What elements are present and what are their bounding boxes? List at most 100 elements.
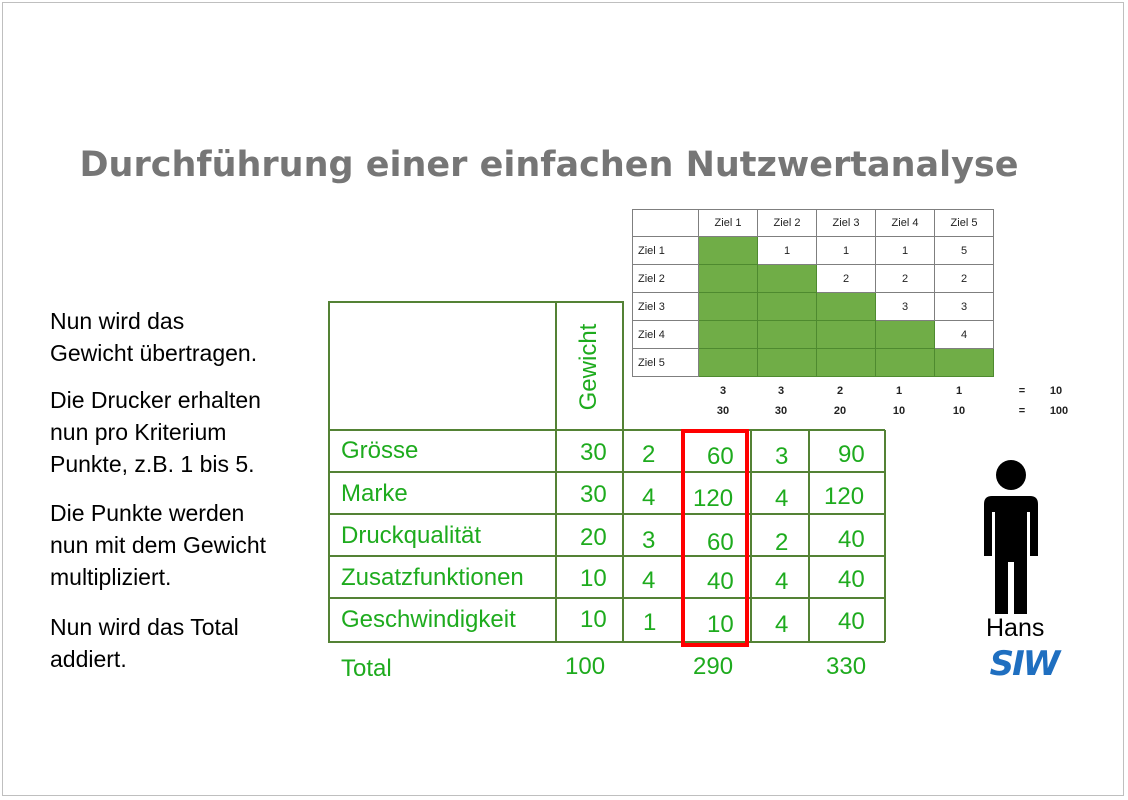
points-printer-2: 4 [775,568,789,595]
equals-sign: = [1018,405,1026,417]
weight-value: 20 [580,524,607,551]
row-header: Ziel 1 [632,236,699,265]
weight-value: 10 [580,565,607,592]
table-cell [816,292,876,321]
table-cell [757,348,817,377]
points-printer-2: 2 [775,529,789,556]
points-printer-1: 2 [642,441,656,468]
value-printer-2: 120 [824,483,865,510]
sum-value: 2 [836,385,844,397]
text-line: nun mit dem Gewicht [50,532,267,558]
row-header: Ziel 2 [632,264,699,293]
table-row: Ziel 5 [632,348,994,377]
weight-header: Gewicht [565,305,615,425]
svg-text:SIW: SIW [990,645,1062,679]
column-header: Ziel 2 [757,209,817,237]
table-cell: 3 [875,292,935,321]
equals-sign: = [1018,385,1026,397]
slide-title: Durchführung einer einfachen Nutzwertana… [79,145,1019,185]
total-printer-2: 330 [826,653,867,680]
table-cell [698,292,758,321]
weight-header-label: Gewicht [575,323,602,411]
text-line: Die Punkte werden [50,500,245,526]
points-printer-2: 4 [775,485,789,512]
points-printer-1: 4 [642,567,656,594]
sum-value: 1 [895,385,903,397]
text-line: Punkte, z.B. 1 bis 5. [50,451,255,477]
points-printer-2: 3 [775,443,789,470]
value-printer-2: 40 [838,526,865,553]
corner-cell [632,209,699,237]
weight-value: 30 [580,439,607,466]
table-cell [816,320,876,349]
table-header-row: Ziel 1 Ziel 2 Ziel 3 Ziel 4 Ziel 5 [632,209,994,237]
text-line: Gewicht übertragen. [50,340,258,366]
table-cell: 2 [816,264,876,293]
value-printer-1: 10 [707,611,734,638]
text-line: addiert. [50,646,127,672]
sum-value: 20 [833,405,847,417]
table-cell [816,348,876,377]
value-printer-1: 60 [707,529,734,556]
criterion-label: Zusatzfunktionen [341,564,524,591]
table-cell [875,348,935,377]
sum-value: 30 [774,405,788,417]
table-cell [698,348,758,377]
table-cell: 5 [934,236,994,265]
value-printer-1: 40 [707,568,734,595]
points-printer-1: 1 [643,609,657,636]
sum-value: 3 [777,385,785,397]
table-cell [757,264,817,293]
column-header: Ziel 4 [875,209,935,237]
weight-value: 10 [580,606,607,633]
pairwise-comparison-table: Ziel 1 Ziel 2 Ziel 3 Ziel 4 Ziel 5 Ziel … [632,209,994,377]
paragraph-3: Die Punkte werden nun mit dem Gewicht mu… [50,497,266,593]
total-weight: 100 [565,653,606,680]
person-name: Hans [986,614,1045,642]
sum-total: 10 [1049,385,1063,397]
text-line: multipliziert. [50,564,172,590]
value-printer-2: 40 [838,566,865,593]
person-icon [984,460,1038,614]
paragraph-1: Nun wird das Gewicht übertragen. [50,305,257,369]
column-header: Ziel 3 [816,209,876,237]
sum-total: 100 [1049,405,1069,417]
points-printer-2: 4 [775,611,789,638]
table-cell: 4 [934,320,994,349]
value-printer-1: 60 [707,443,734,470]
sum-value: 3 [719,385,727,397]
column-header: Ziel 5 [934,209,994,237]
weight-value: 30 [580,481,607,508]
table-row: Ziel 4 4 [632,320,994,349]
table-cell [698,236,758,265]
table-row: Ziel 1 1 1 1 5 [632,236,994,265]
highlight-box [681,429,749,647]
paragraph-2: Die Drucker erhalten nun pro Kriterium P… [50,384,261,480]
table-cell [934,348,994,377]
criterion-label: Marke [341,480,408,507]
table-row: Ziel 2 2 2 2 [632,264,994,293]
total-printer-1: 290 [693,653,734,680]
sum-value: 1 [955,385,963,397]
criterion-label: Druckqualität [341,522,482,549]
sum-value: 10 [952,405,966,417]
text-line: nun pro Kriterium [50,419,227,445]
table-row: Ziel 3 3 3 [632,292,994,321]
value-printer-1: 120 [693,485,734,512]
points-printer-1: 3 [642,527,656,554]
row-header: Ziel 3 [632,292,699,321]
siw-logo: SIW [990,645,1064,679]
criterion-label: Grösse [341,437,419,464]
value-printer-2: 40 [838,608,865,635]
sum-value: 30 [716,405,730,417]
table-cell [698,264,758,293]
total-label: Total [341,655,392,682]
value-printer-2: 90 [838,441,865,468]
sum-value: 10 [892,405,906,417]
points-printer-1: 4 [642,484,656,511]
text-line: Nun wird das [50,308,185,334]
paragraph-4: Nun wird das Total addiert. [50,611,239,675]
text-line: Die Drucker erhalten [50,387,261,413]
